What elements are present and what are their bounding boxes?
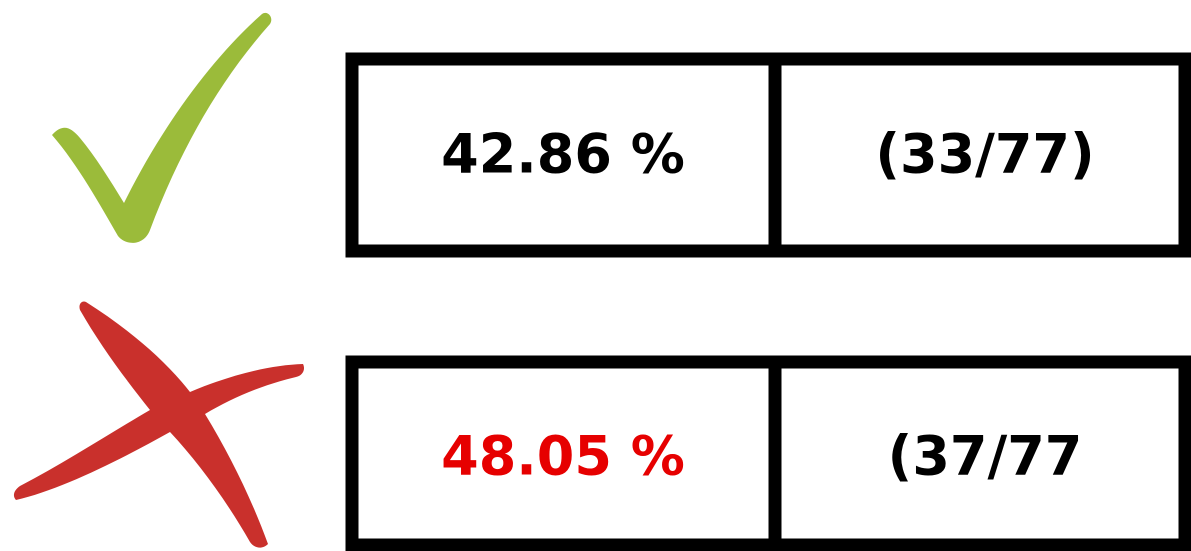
count-text: (37/77 xyxy=(888,425,1083,488)
count-text: (33/77) xyxy=(875,123,1094,186)
percent-text: 48.05 % xyxy=(441,425,685,488)
cross-icon xyxy=(13,301,305,548)
percent-text: 42.86 % xyxy=(441,123,685,186)
check-icon xyxy=(52,12,272,243)
